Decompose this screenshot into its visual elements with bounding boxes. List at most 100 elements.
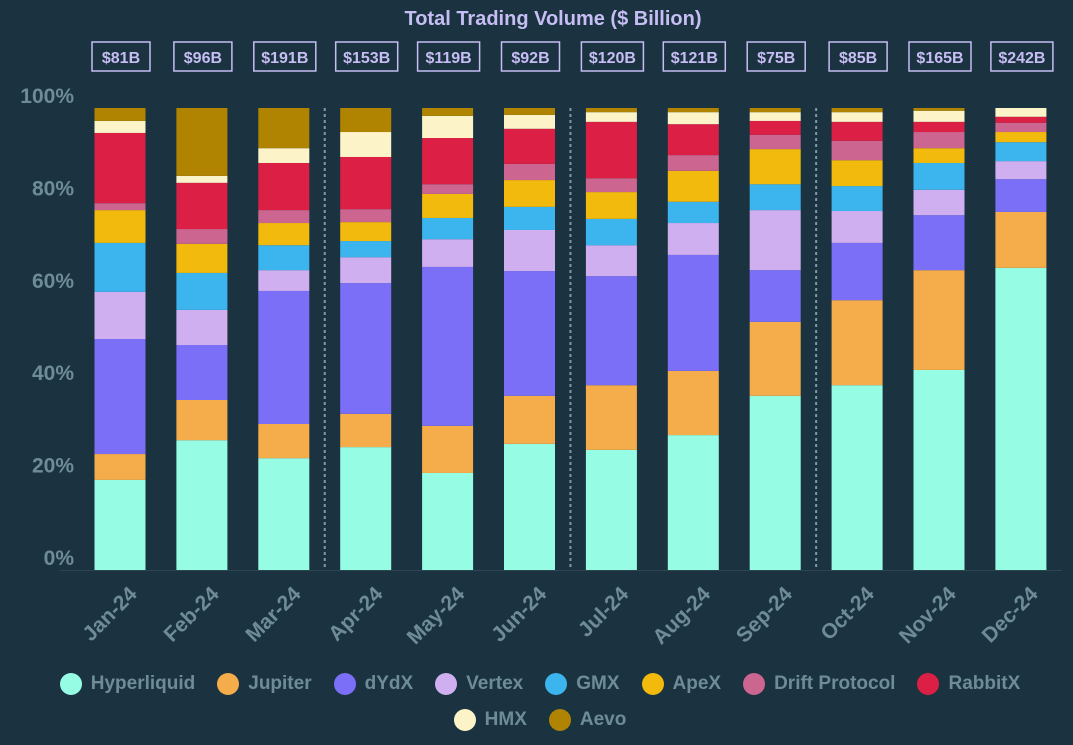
bar-segment-jupiter[interactable] [913, 270, 965, 370]
bar-segment-rabbitx[interactable] [504, 128, 555, 164]
bar-segment-dydx[interactable] [176, 345, 228, 400]
bar-segment-jupiter[interactable] [667, 370, 719, 436]
bar-segment-hmx[interactable] [995, 108, 1047, 117]
bar-segment-gmx[interactable] [422, 217, 474, 240]
bar-segment-gmx[interactable] [258, 245, 310, 271]
bar-segment-gmx[interactable] [667, 201, 719, 224]
bar-segment-gmx[interactable] [749, 184, 801, 211]
bar-segment-rabbitx[interactable] [258, 162, 310, 211]
bar-segment-apex[interactable] [422, 193, 474, 218]
bar-segment-hmx[interactable] [585, 112, 637, 122]
bar-segment-hmx[interactable] [176, 175, 228, 183]
bar-segment-jupiter[interactable] [258, 424, 310, 459]
bar-segment-hyperliquid[interactable] [749, 395, 801, 570]
bar-segment-rabbitx[interactable] [176, 182, 228, 230]
bar-segment-jupiter[interactable] [94, 454, 146, 480]
bar-segment-jupiter[interactable] [504, 395, 555, 444]
bar-segment-rabbitx[interactable] [831, 121, 883, 141]
bar-segment-vertex[interactable] [94, 291, 146, 339]
bar-segment-jupiter[interactable] [831, 300, 883, 386]
bar-segment-jupiter[interactable] [176, 399, 228, 441]
bar-segment-drift-protocol[interactable] [749, 134, 801, 150]
bar-segment-apex[interactable] [340, 222, 392, 242]
legend-item-drift-protocol[interactable]: Drift Protocol [743, 672, 895, 696]
bar-segment-hmx[interactable] [94, 120, 146, 133]
bar-segment-apex[interactable] [831, 160, 883, 187]
bar-segment-drift-protocol[interactable] [422, 184, 474, 194]
bar-segment-drift-protocol[interactable] [667, 155, 719, 171]
bar-segment-gmx[interactable] [94, 242, 146, 292]
legend-item-hyperliquid[interactable]: Hyperliquid [59, 672, 195, 696]
legend-item-gmx[interactable]: GMX [545, 672, 620, 696]
bar-segment-apex[interactable] [667, 170, 719, 202]
bar-segment-dydx[interactable] [667, 254, 719, 371]
bar-segment-aevo[interactable] [913, 108, 965, 111]
bar-segment-rabbitx[interactable] [585, 121, 637, 179]
bar-segment-drift-protocol[interactable] [94, 203, 146, 211]
bar-segment-dydx[interactable] [831, 242, 883, 301]
bar-segment-gmx[interactable] [831, 186, 883, 212]
bar-segment-hyperliquid[interactable] [94, 479, 146, 570]
bar-segment-aevo[interactable] [749, 108, 801, 113]
bar-segment-hyperliquid[interactable] [422, 472, 474, 570]
bar-segment-dydx[interactable] [94, 339, 146, 455]
bar-segment-vertex[interactable] [422, 239, 474, 267]
bar-segment-drift-protocol[interactable] [258, 210, 310, 224]
bar-segment-dydx[interactable] [340, 283, 392, 414]
bar-segment-dydx[interactable] [585, 276, 637, 386]
bar-segment-jupiter[interactable] [749, 321, 801, 396]
bar-segment-rabbitx[interactable] [94, 132, 146, 204]
bar-segment-drift-protocol[interactable] [504, 163, 555, 181]
bar-segment-aevo[interactable] [585, 108, 637, 113]
bar-segment-apex[interactable] [995, 132, 1047, 143]
bar-segment-jupiter[interactable] [995, 211, 1047, 268]
bar-segment-drift-protocol[interactable] [585, 178, 637, 193]
bar-segment-dydx[interactable] [422, 266, 474, 426]
bar-segment-hmx[interactable] [422, 115, 474, 139]
legend-item-dydx[interactable]: dYdX [333, 672, 413, 696]
bar-segment-jupiter[interactable] [340, 413, 392, 448]
bar-segment-vertex[interactable] [913, 189, 965, 216]
bar-segment-gmx[interactable] [995, 142, 1047, 162]
bar-segment-drift-protocol[interactable] [913, 132, 965, 149]
bar-segment-apex[interactable] [258, 223, 310, 246]
legend-item-apex[interactable]: ApeX [641, 672, 721, 696]
bar-segment-aevo[interactable] [831, 108, 883, 113]
bar-segment-drift-protocol[interactable] [176, 229, 228, 244]
legend-item-vertex[interactable]: Vertex [435, 672, 523, 696]
bar-segment-hmx[interactable] [913, 110, 965, 122]
legend-item-jupiter[interactable]: Jupiter [217, 672, 312, 696]
bar-segment-hyperliquid[interactable] [667, 435, 719, 570]
bar-segment-vertex[interactable] [340, 257, 392, 284]
bar-segment-hmx[interactable] [504, 114, 555, 129]
bar-segment-vertex[interactable] [667, 223, 719, 255]
bar-segment-apex[interactable] [749, 149, 801, 185]
bar-segment-jupiter[interactable] [422, 425, 474, 473]
bar-segment-gmx[interactable] [176, 272, 228, 310]
bar-segment-gmx[interactable] [913, 162, 965, 190]
bar-segment-apex[interactable] [913, 148, 965, 163]
bar-segment-gmx[interactable] [340, 241, 392, 258]
bar-segment-vertex[interactable] [585, 245, 637, 277]
bar-segment-hyperliquid[interactable] [176, 440, 228, 570]
bar-segment-hyperliquid[interactable] [504, 443, 555, 570]
legend-item-hmx[interactable]: HMX [453, 708, 527, 732]
bar-segment-hmx[interactable] [340, 132, 392, 157]
bar-segment-vertex[interactable] [504, 229, 555, 272]
bar-segment-hyperliquid[interactable] [258, 458, 310, 570]
bar-segment-hyperliquid[interactable] [995, 267, 1047, 570]
legend-item-rabbitx[interactable]: RabbitX [917, 672, 1020, 696]
bar-segment-vertex[interactable] [258, 270, 310, 291]
bar-segment-aevo[interactable] [667, 108, 719, 113]
bar-segment-hyperliquid[interactable] [340, 447, 392, 570]
bar-segment-hmx[interactable] [258, 148, 310, 163]
bar-segment-drift-protocol[interactable] [995, 122, 1047, 133]
bar-segment-rabbitx[interactable] [995, 116, 1047, 123]
bar-segment-drift-protocol[interactable] [340, 209, 392, 223]
bar-segment-rabbitx[interactable] [422, 138, 474, 185]
bar-segment-vertex[interactable] [831, 211, 883, 243]
bar-segment-aevo[interactable] [340, 108, 392, 133]
bar-segment-aevo[interactable] [176, 108, 228, 176]
bar-segment-apex[interactable] [94, 210, 146, 243]
bar-segment-aevo[interactable] [94, 108, 146, 121]
